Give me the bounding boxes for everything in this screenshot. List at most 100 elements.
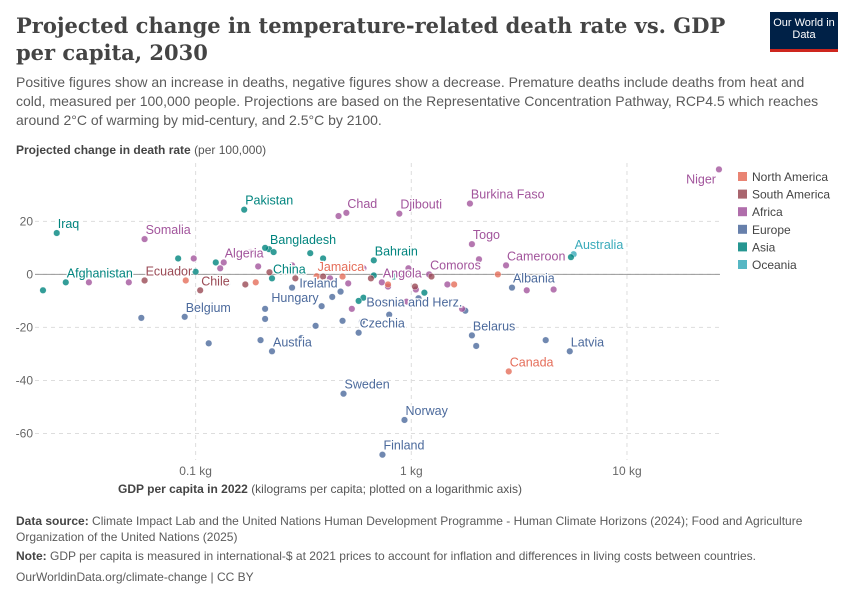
scatter-plot: -60 -40 -20 0 20 0.1 kg 1 kg 10 kg Iraq Afghanist… — [16, 163, 830, 478]
data-point — [339, 272, 347, 280]
data-point — [427, 272, 435, 280]
data-point — [252, 278, 260, 286]
note: Note: GDP per capita is measured in inte… — [16, 549, 756, 563]
data-point — [254, 262, 262, 270]
data-point — [335, 212, 343, 220]
legend-swatch — [738, 224, 747, 234]
data-point — [384, 280, 392, 288]
data-point — [359, 294, 367, 302]
data-point — [328, 293, 336, 301]
point-label: Belgium — [186, 301, 231, 315]
legend-swatch — [738, 207, 747, 217]
owid-logo[interactable]: Our World in Data — [770, 12, 838, 52]
point-label: Canada — [510, 355, 554, 369]
point-label: Bahrain — [375, 244, 418, 258]
data-point — [141, 235, 149, 243]
data-point — [715, 165, 723, 173]
data-point — [181, 313, 189, 321]
data-point — [257, 336, 265, 344]
point-label: Belarus — [473, 319, 515, 333]
point-label: Ecuador — [146, 264, 193, 278]
data-point — [288, 284, 296, 292]
data-point — [306, 249, 314, 257]
legend-item[interactable]: Asia — [752, 240, 776, 254]
point-label: Chile — [201, 274, 230, 288]
data-point — [355, 297, 363, 305]
data-point — [475, 255, 483, 263]
data-point — [39, 286, 47, 294]
data-point — [355, 329, 363, 337]
data-point — [385, 311, 393, 319]
point-label: Niger — [686, 172, 716, 186]
data-point — [205, 339, 213, 347]
data-point — [466, 200, 474, 208]
data-point — [53, 229, 61, 237]
y-axis-label: Projected change in death rate (per 100,… — [16, 143, 267, 157]
data-point — [523, 286, 531, 294]
y-tick-label: -40 — [16, 373, 34, 387]
x-tick-label: 10 kg — [612, 464, 641, 478]
legend-item[interactable]: Oceania — [752, 258, 797, 272]
data-point — [288, 261, 296, 269]
y-tick-label: 0 — [26, 267, 33, 281]
data-point — [402, 298, 410, 306]
data-point — [390, 272, 398, 280]
data-point — [137, 314, 145, 322]
point-label: Bangladesh — [270, 233, 336, 247]
y-tick-label: -60 — [16, 426, 34, 440]
point-label: Djibouti — [400, 198, 442, 212]
data-point — [291, 274, 299, 282]
data-point — [247, 248, 255, 256]
data-point — [359, 264, 367, 272]
data-point — [216, 264, 224, 272]
data-point — [261, 244, 269, 252]
y-tick-label: -20 — [16, 320, 34, 334]
data-point — [378, 278, 386, 286]
data-point — [318, 302, 326, 310]
point-label: Albania — [513, 272, 555, 286]
data-point — [494, 270, 502, 278]
data-point — [223, 279, 231, 287]
point-label: Afghanistan — [67, 266, 133, 280]
data-point — [220, 258, 228, 266]
data-point — [370, 256, 378, 264]
data-point — [468, 240, 476, 248]
point-label: Australia — [575, 238, 624, 252]
data-point — [550, 285, 558, 293]
data-point — [450, 280, 458, 288]
point-label: Cameroon — [507, 249, 565, 263]
point-label: Jamaica — [318, 260, 365, 274]
data-point — [268, 274, 276, 282]
data-point — [212, 258, 220, 266]
data-point — [468, 331, 476, 339]
data-point — [337, 288, 345, 296]
legend-item[interactable]: South America — [752, 188, 830, 202]
data-point — [415, 294, 423, 302]
legend-item[interactable]: Europe — [752, 223, 791, 237]
data-point — [241, 280, 249, 288]
point-label: Austria — [273, 335, 312, 349]
point-label: Finland — [383, 439, 424, 453]
legend-item[interactable]: Africa — [752, 205, 783, 219]
data-point — [319, 254, 327, 262]
credit-link[interactable]: OurWorldinData.org/climate-change | CC B… — [16, 570, 254, 584]
data-point — [342, 209, 350, 217]
x-tick-label: 1 kg — [400, 464, 423, 478]
data-source: Data source: Climate Impact Lab and the … — [16, 514, 803, 544]
point-label: Pakistan — [245, 194, 293, 208]
data-point — [358, 318, 366, 326]
point-label: Hungary — [271, 291, 319, 305]
point-label: Burkina Faso — [471, 188, 545, 202]
data-point — [125, 278, 133, 286]
legend-item[interactable]: North America — [752, 170, 828, 184]
data-point — [192, 268, 200, 276]
point-label: Sweden — [345, 378, 390, 392]
point-label: Togo — [473, 228, 500, 242]
data-point — [339, 317, 347, 325]
point-label: Comoros — [430, 258, 481, 272]
legend-swatch — [738, 260, 747, 269]
chart-subtitle: Positive figures show an increase in dea… — [16, 74, 819, 128]
x-tick-label: 0.1 kg — [179, 464, 212, 478]
data-point — [326, 274, 334, 282]
legend-swatch — [738, 172, 747, 181]
